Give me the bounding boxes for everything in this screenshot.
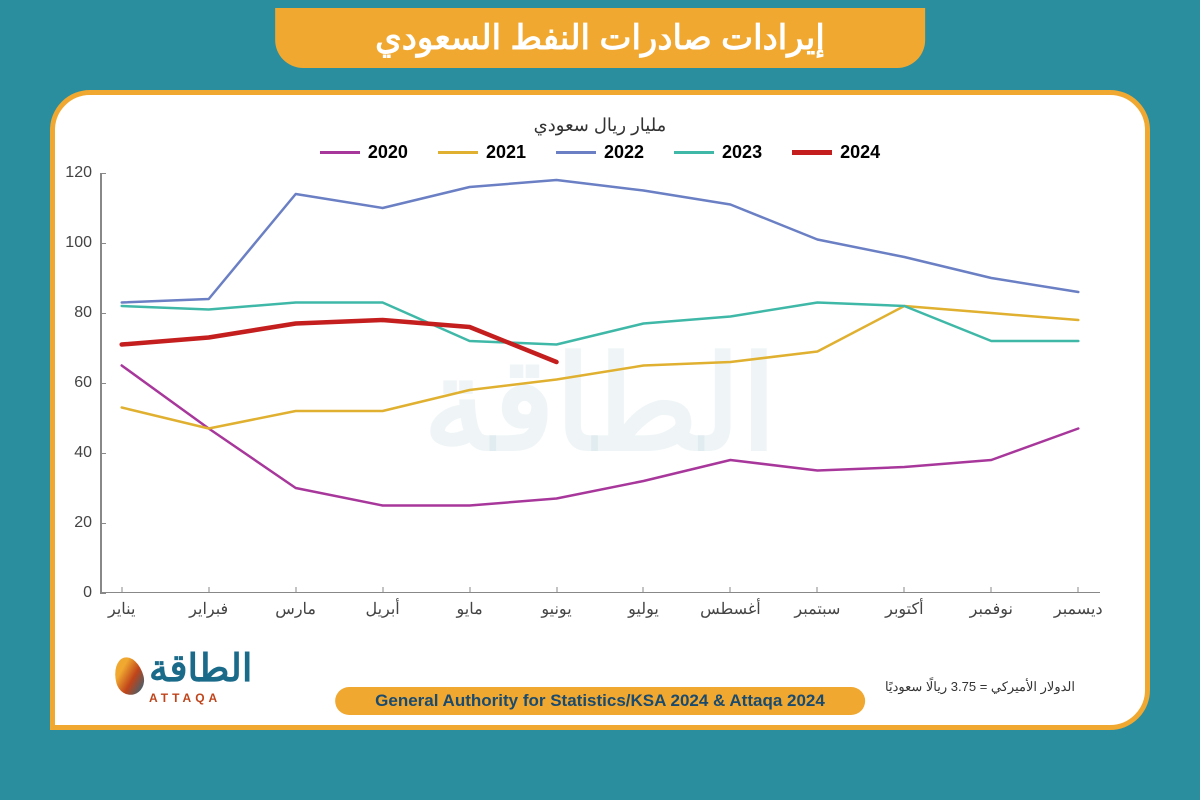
legend-label: 2024 <box>840 142 880 163</box>
x-tick-mark <box>817 587 818 593</box>
x-tick-label: أكتوبر <box>885 599 923 619</box>
x-tick-mark <box>991 587 992 593</box>
x-tick-mark <box>382 587 383 593</box>
legend-item: 2020 <box>320 142 408 163</box>
logo-text-en: ATTAQA <box>149 691 252 705</box>
logo-text-ar: الطاقة <box>149 646 252 691</box>
legend-item: 2022 <box>556 142 644 163</box>
legend-swatch <box>320 151 360 154</box>
x-tick-label: أبريل <box>365 599 399 619</box>
y-tick-label: 60 <box>74 374 92 392</box>
x-tick-mark <box>556 587 557 593</box>
y-tick-mark <box>100 313 106 314</box>
logo-drop-icon <box>111 654 148 698</box>
x-tick-label: يناير <box>108 599 135 619</box>
legend-swatch <box>438 151 478 154</box>
y-tick-label: 100 <box>65 234 92 252</box>
legend-label: 2023 <box>722 142 762 163</box>
x-tick-label: أغسطس <box>700 599 761 619</box>
y-tick-label: 120 <box>65 164 92 182</box>
legend-item: 2024 <box>792 142 880 163</box>
y-tick-mark <box>100 243 106 244</box>
y-tick-label: 0 <box>83 584 92 602</box>
y-tick-mark <box>100 383 106 384</box>
legend-swatch <box>792 150 832 155</box>
x-tick-label: ديسمبر <box>1054 599 1103 619</box>
x-tick-label: يونيو <box>541 599 571 619</box>
y-tick-mark <box>100 453 106 454</box>
series-line <box>122 366 1079 506</box>
legend: 2020 2021 2022 2023 2024 <box>85 142 1115 163</box>
chart-lines <box>100 173 1100 593</box>
legend-swatch <box>556 151 596 154</box>
x-tick-label: نوفمبر <box>970 599 1013 619</box>
x-tick-mark <box>643 587 644 593</box>
plot-area: الطاقة 020406080100120 ينايرفبرايرمارسأب… <box>100 173 1100 593</box>
x-tick-label: سبتمبر <box>794 599 840 619</box>
y-axis: 020406080100120 <box>65 173 100 593</box>
y-tick-label: 40 <box>74 444 92 462</box>
x-tick-mark <box>295 587 296 593</box>
y-tick-mark <box>100 523 106 524</box>
legend-swatch <box>674 151 714 154</box>
legend-label: 2022 <box>604 142 644 163</box>
x-tick-label: مايو <box>456 599 482 619</box>
x-tick-mark <box>208 587 209 593</box>
y-tick-label: 80 <box>74 304 92 322</box>
source-banner: General Authority for Statistics/KSA 202… <box>335 687 865 715</box>
y-tick-mark <box>100 173 106 174</box>
x-tick-mark <box>1078 587 1079 593</box>
x-tick-mark <box>904 587 905 593</box>
legend-label: 2021 <box>486 142 526 163</box>
x-axis: يناير فبراير مارس أبريل مايو يونيو يوليو أغسطس س… <box>100 593 1100 623</box>
chart-panel: مليار ريال سعودي 2020 2021 2022 2023 2024 ال… <box>50 90 1150 730</box>
x-tick-label: فبراير <box>189 599 228 619</box>
chart-title: إيرادات صادرات النفط السعودي <box>275 8 925 68</box>
series-line <box>122 180 1079 303</box>
chart-subtitle: مليار ريال سعودي <box>85 115 1115 136</box>
x-tick-mark <box>730 587 731 593</box>
y-tick-label: 20 <box>74 514 92 532</box>
logo: الطاقة ATTAQA <box>115 646 252 705</box>
x-tick-label: يوليو <box>628 599 659 619</box>
legend-item: 2023 <box>674 142 762 163</box>
legend-label: 2020 <box>368 142 408 163</box>
legend-item: 2021 <box>438 142 526 163</box>
series-line <box>122 306 1079 429</box>
x-tick-mark <box>121 587 122 593</box>
y-tick-mark <box>100 593 106 594</box>
footer-note: الدولار الأميركي = 3.75 ريالًا سعوديًا <box>885 679 1075 695</box>
x-tick-label: مارس <box>275 599 316 619</box>
x-tick-mark <box>469 587 470 593</box>
